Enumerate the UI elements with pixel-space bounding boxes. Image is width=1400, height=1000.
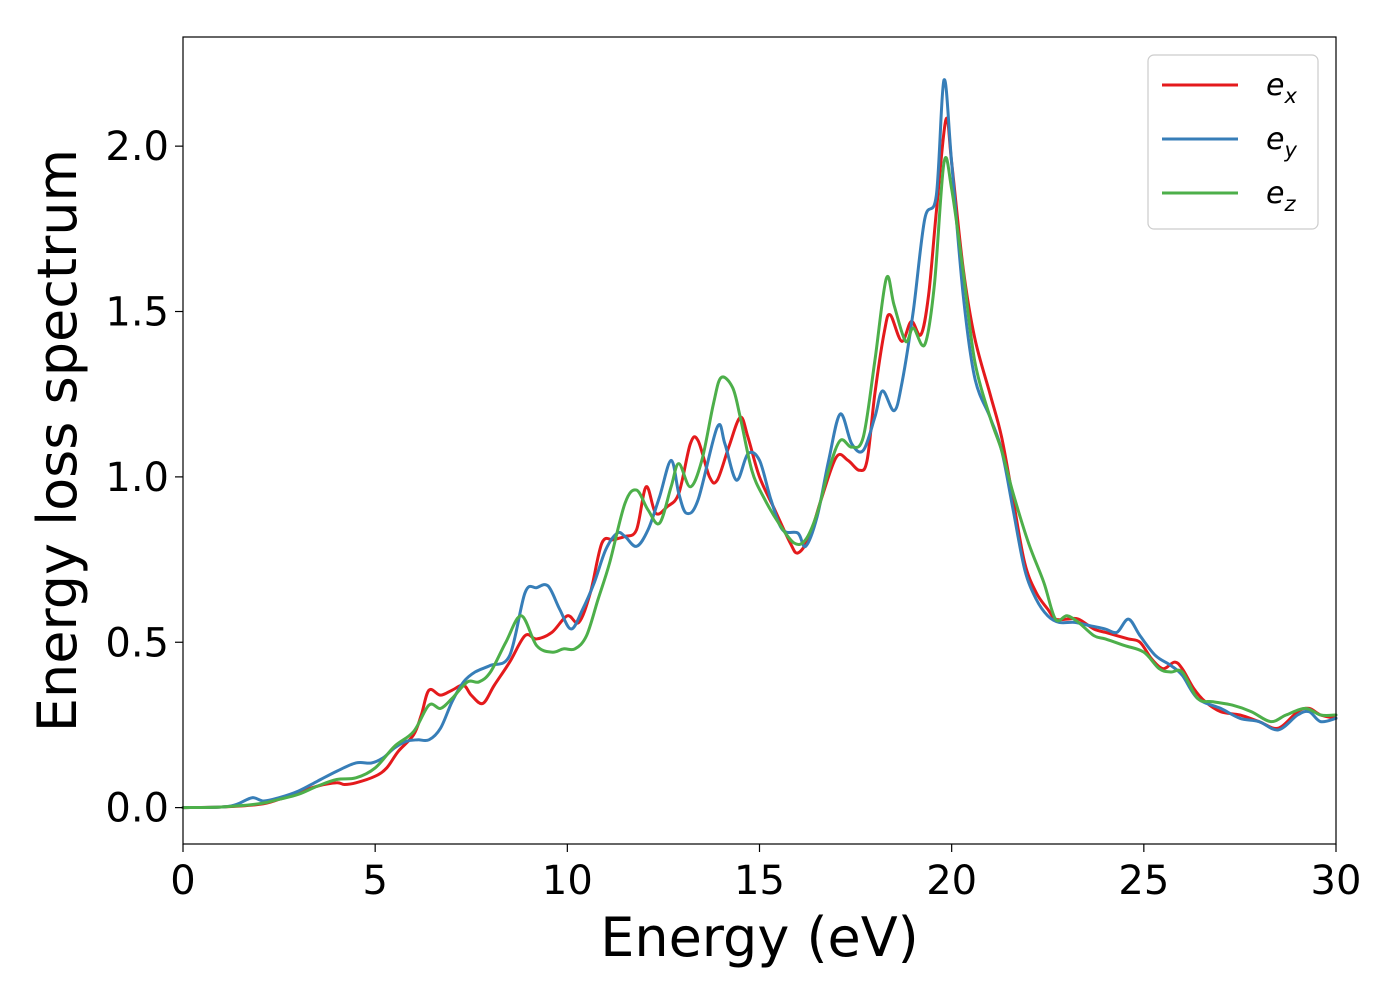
y-tick-label: 1.5: [105, 290, 169, 336]
y-tick-label: 0.0: [105, 786, 169, 832]
series-layer: [181, 78, 1338, 810]
x-tick-label: 5: [362, 858, 387, 904]
x-tick-label: 30: [1311, 858, 1362, 904]
series-line-ez: [181, 156, 1338, 810]
x-tick-label: 15: [734, 858, 785, 904]
series-line-ex: [181, 116, 1338, 810]
legend-frame: [1147, 54, 1319, 230]
plot-area: [183, 37, 1336, 844]
x-axis-label: Energy (eV): [600, 906, 919, 969]
legend-label-base: e: [1266, 176, 1284, 211]
x-tick-label: 20: [926, 858, 977, 904]
y-tick-label: 0.5: [105, 620, 169, 666]
legend-label-base: e: [1266, 122, 1284, 157]
x-tick-label: 25: [1118, 858, 1169, 904]
legend-label-subscript: z: [1283, 192, 1296, 216]
legend-label-ex: ex: [1266, 68, 1297, 108]
legend-label-base: e: [1266, 68, 1284, 103]
x-axis: 0 5 10 15 20 25 30: [170, 844, 1361, 904]
y-tick-label: 2.0: [105, 124, 169, 170]
legend-label-subscript: x: [1283, 84, 1297, 108]
legend-label-ey: ey: [1266, 122, 1297, 162]
x-tick-label: 0: [170, 858, 195, 904]
legend-label-ez: ez: [1266, 176, 1296, 216]
legend-label-subscript: y: [1283, 138, 1297, 162]
y-axis-label: Energy loss spectrum: [26, 149, 89, 732]
x-tick-label: 10: [542, 858, 593, 904]
y-tick-label: 1.0: [105, 455, 169, 501]
y-axis: 0.0 0.5 1.0 1.5 2.0: [105, 124, 183, 832]
